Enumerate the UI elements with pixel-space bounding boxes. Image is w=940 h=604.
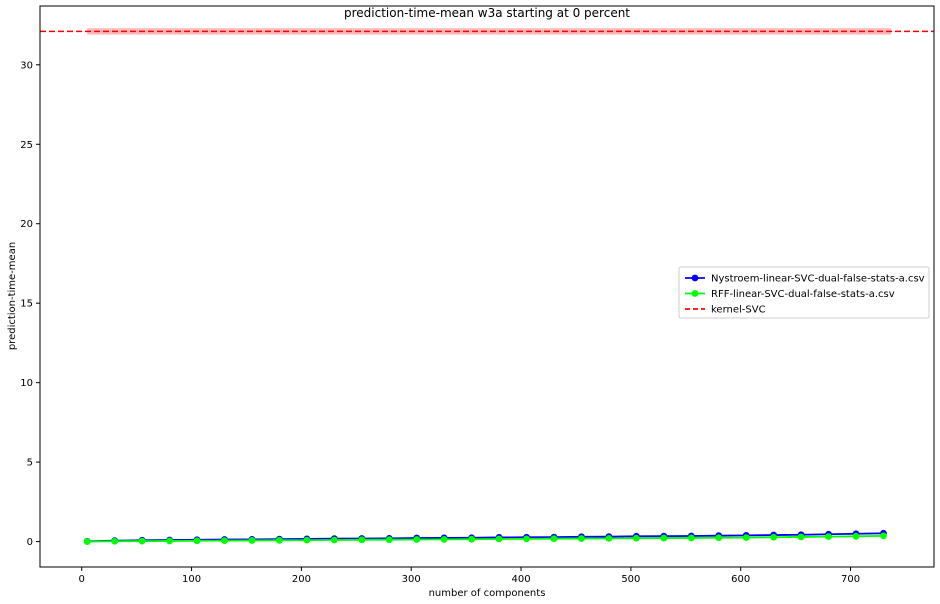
data-point <box>578 535 585 542</box>
legend-label: Nystroem-linear-SVC-dual-false-stats-a.c… <box>711 274 925 285</box>
x-tick-label: 100 <box>182 574 201 585</box>
data-point <box>852 532 860 540</box>
x-tick-label: 300 <box>402 574 421 585</box>
legend-label: kernel-SVC <box>711 305 766 316</box>
data-point <box>358 536 366 544</box>
data-point <box>825 533 832 541</box>
x-axis-label: number of components <box>429 588 546 599</box>
data-point <box>330 536 338 544</box>
data-point <box>523 535 530 543</box>
y-axis: 0 5 10 15 20 25 30 <box>20 60 40 548</box>
data-point <box>303 536 311 544</box>
legend-label: RFF-linear-SVC-dual-false-stats-a.csv <box>711 289 895 300</box>
reference-layer <box>40 28 934 35</box>
reference-band <box>87 28 892 35</box>
data-point <box>276 536 283 544</box>
y-tick-label: 30 <box>20 60 33 71</box>
legend-swatch-marker <box>691 290 699 297</box>
data-point <box>605 534 613 542</box>
x-axis: 0 100 200 300 400 500 600 700 <box>79 567 860 585</box>
y-axis-label: prediction-time-mean <box>7 242 18 350</box>
y-tick-label: 25 <box>20 140 33 151</box>
data-point <box>248 537 256 544</box>
data-point <box>632 534 640 542</box>
data-point <box>687 534 695 542</box>
plot-frame <box>39 5 935 568</box>
data-point <box>770 533 778 541</box>
x-tick-label: 700 <box>841 574 860 585</box>
series-layer <box>83 529 887 545</box>
data-point <box>83 538 91 545</box>
series-2 <box>83 532 887 545</box>
data-point <box>111 537 119 545</box>
data-point <box>385 536 393 544</box>
x-tick-label: 500 <box>621 574 640 585</box>
y-tick-label: 5 <box>27 458 33 469</box>
data-point <box>495 535 503 543</box>
series-line <box>87 534 884 543</box>
y-tick-label: 20 <box>20 219 33 230</box>
data-point <box>440 535 448 543</box>
legend-swatch-marker <box>691 274 699 282</box>
series-line <box>87 532 884 543</box>
data-point <box>138 537 146 545</box>
data-point <box>715 534 723 542</box>
chart-title: prediction-time-mean w3a starting at 0 p… <box>344 6 630 20</box>
data-point <box>797 533 805 541</box>
legend: Nystroem-linear-SVC-dual-false-stats-a.c… <box>678 266 930 319</box>
data-point <box>193 537 201 545</box>
y-tick-label: 10 <box>20 378 33 389</box>
x-tick-label: 200 <box>292 574 311 585</box>
data-point <box>742 534 750 541</box>
data-point <box>550 535 558 543</box>
y-tick-label: 15 <box>20 299 33 310</box>
data-point <box>166 537 173 545</box>
legend-box <box>678 266 930 319</box>
data-point <box>660 534 668 542</box>
x-tick-label: 0 <box>79 574 85 585</box>
x-tick-label: 400 <box>511 574 530 585</box>
data-point <box>880 532 887 540</box>
data-point <box>468 535 476 543</box>
x-tick-label: 600 <box>731 574 750 585</box>
data-point <box>221 537 228 545</box>
data-point <box>413 536 421 543</box>
y-tick-label: 0 <box>27 537 33 548</box>
